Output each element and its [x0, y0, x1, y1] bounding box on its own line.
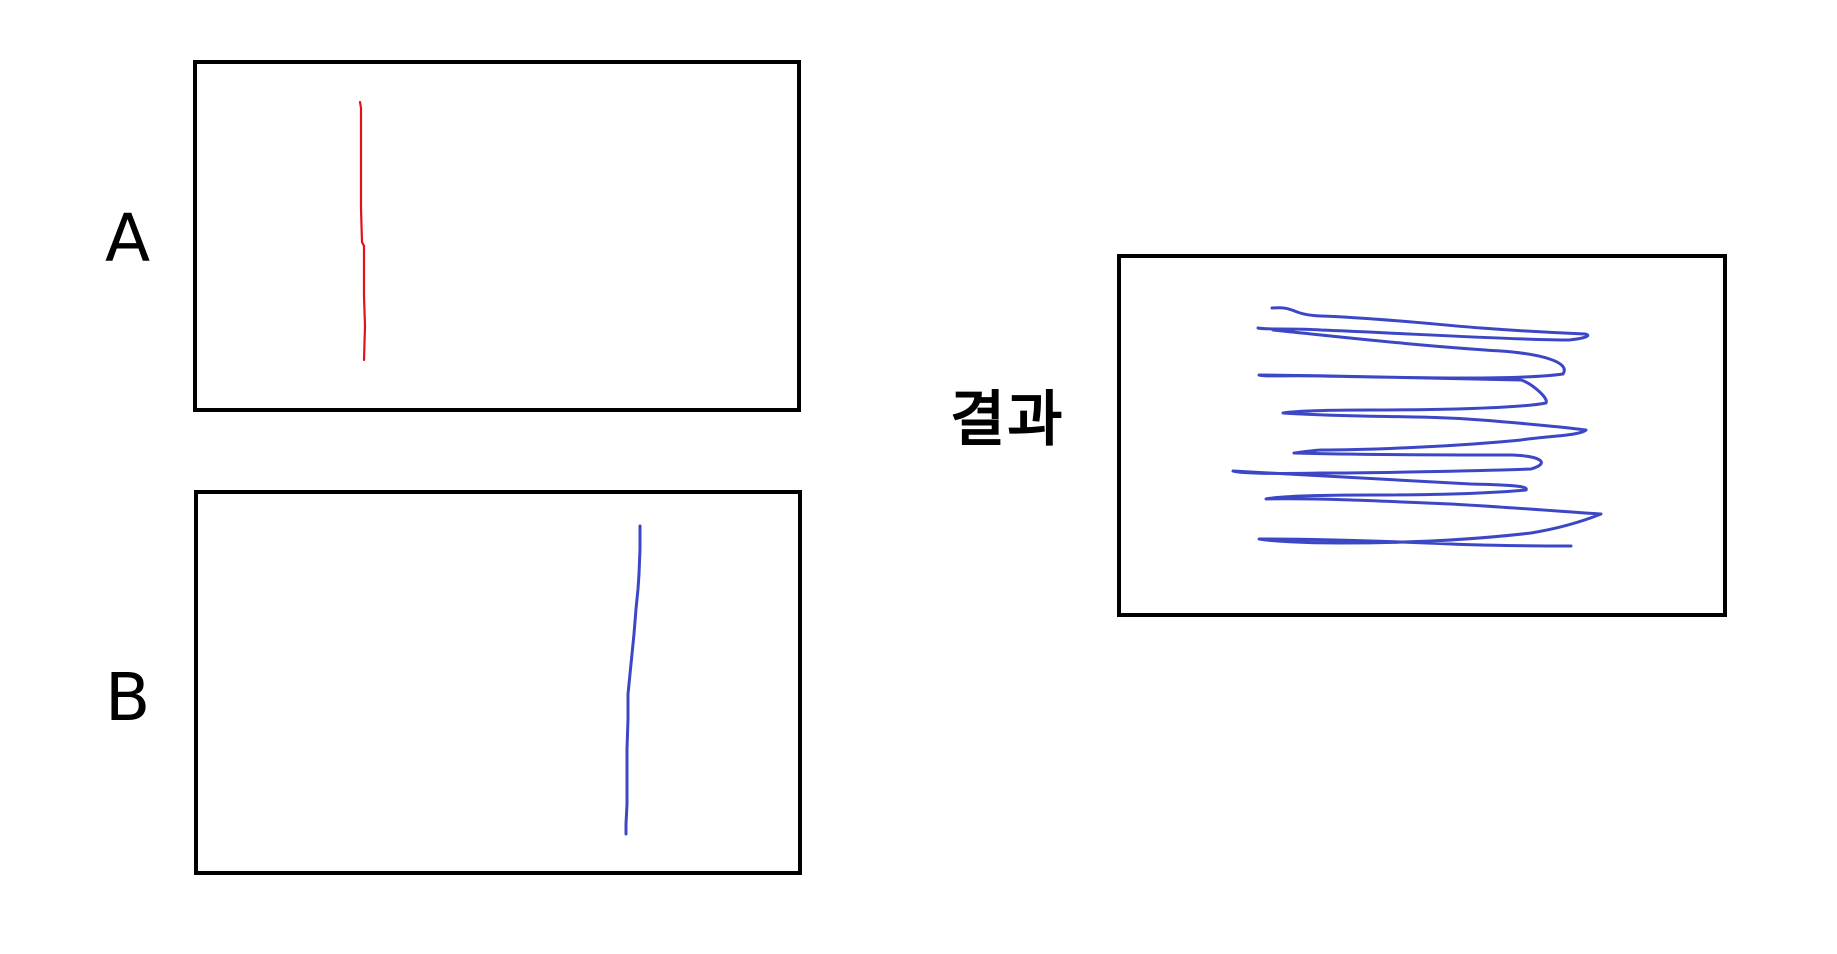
- panel-result: [1117, 254, 1727, 617]
- red-stroke: [358, 100, 367, 362]
- panel-b: [194, 490, 802, 875]
- panel-a: [193, 60, 801, 412]
- panel-result-canvas: [1231, 306, 1603, 548]
- label-b: B: [105, 659, 151, 736]
- scribble-stroke: [1231, 306, 1603, 548]
- panel-a-canvas: [358, 100, 367, 362]
- blue-stroke: [624, 524, 642, 836]
- label-a: A: [105, 200, 151, 277]
- panel-b-canvas: [624, 524, 642, 836]
- label-result: 결과: [950, 385, 1065, 455]
